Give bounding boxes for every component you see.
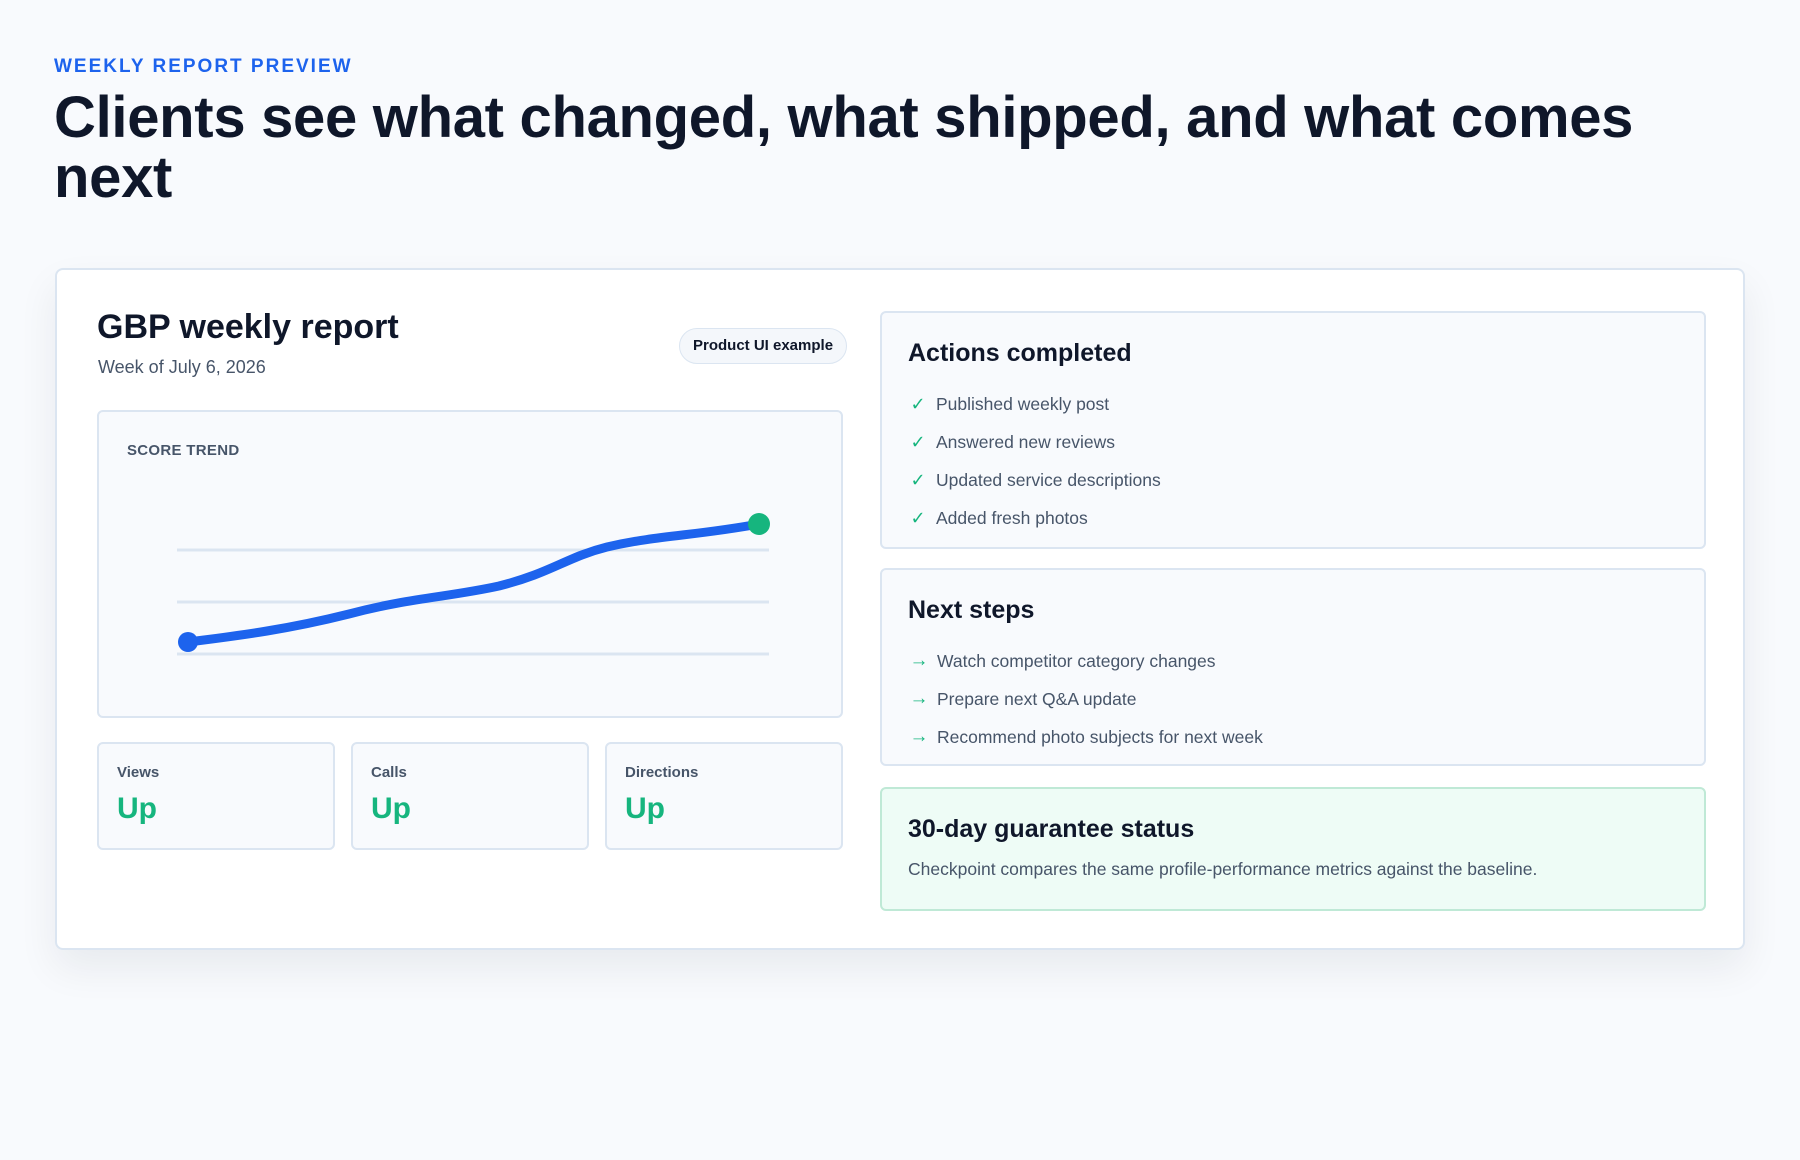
views-metric-card: Views Up xyxy=(97,742,335,850)
calls-metric-card: Calls Up xyxy=(351,742,589,850)
list-item: ✓ Added fresh photos xyxy=(908,499,1161,537)
hero-eyebrow: WEEKLY REPORT PREVIEW xyxy=(54,56,353,77)
trend-end-point xyxy=(748,513,770,535)
next-steps-box: Next steps → Watch competitor category c… xyxy=(880,568,1706,766)
next-step-label: Recommend photo subjects for next week xyxy=(937,726,1263,747)
next-step-label: Prepare next Q&A update xyxy=(937,688,1137,709)
guarantee-status-box: 30-day guarantee status Checkpoint compa… xyxy=(880,787,1706,911)
arrow-right-icon: → xyxy=(909,688,929,709)
next-steps-list: → Watch competitor category changes → Pr… xyxy=(908,642,1263,756)
check-icon: ✓ xyxy=(910,393,926,414)
check-icon: ✓ xyxy=(910,469,926,490)
directions-metric-card: Directions Up xyxy=(605,742,843,850)
list-item: ✓ Answered new reviews xyxy=(908,423,1161,461)
product-ui-badge: Product UI example xyxy=(679,328,848,364)
score-trend-panel: SCORE TREND xyxy=(97,410,843,718)
calls-metric-label: Calls xyxy=(371,764,407,781)
action-item-label: Added fresh photos xyxy=(936,507,1088,528)
actions-completed-list: ✓ Published weekly post ✓ Answered new r… xyxy=(908,385,1161,537)
arrow-right-icon: → xyxy=(909,726,929,747)
list-item: ✓ Published weekly post xyxy=(908,385,1161,423)
arrow-right-icon: → xyxy=(909,650,929,671)
next-steps-title: Next steps xyxy=(908,596,1035,624)
report-title: GBP weekly report xyxy=(97,308,399,346)
hero-title: Clients see what changed, what shipped, … xyxy=(54,85,1634,210)
check-icon: ✓ xyxy=(910,507,926,528)
actions-completed-title: Actions completed xyxy=(908,339,1132,367)
check-icon: ✓ xyxy=(910,431,926,452)
score-trend-label: SCORE TREND xyxy=(127,442,240,459)
list-item: → Watch competitor category changes xyxy=(908,642,1263,680)
actions-completed-box: Actions completed ✓ Published weekly pos… xyxy=(880,311,1706,549)
views-metric-value: Up xyxy=(117,792,157,825)
score-trend-chart xyxy=(177,513,770,656)
guarantee-description: Checkpoint compares the same profile-per… xyxy=(908,859,1538,879)
views-metric-label: Views xyxy=(117,764,160,781)
report-subtitle: Week of July 6, 2026 xyxy=(98,357,266,377)
weekly-report-card: GBP weekly report Week of July 6, 2026 P… xyxy=(55,268,1745,950)
list-item: → Recommend photo subjects for next week xyxy=(908,718,1263,756)
action-item-label: Published weekly post xyxy=(936,393,1110,414)
list-item: → Prepare next Q&A update xyxy=(908,680,1263,718)
score-trend-line xyxy=(183,519,764,647)
list-item: ✓ Updated service descriptions xyxy=(908,461,1161,499)
next-step-label: Watch competitor category changes xyxy=(937,650,1216,671)
calls-metric-value: Up xyxy=(371,792,411,825)
directions-metric-value: Up xyxy=(625,792,665,825)
guarantee-title: 30-day guarantee status xyxy=(908,815,1195,843)
trend-start-point xyxy=(178,632,198,652)
action-item-label: Updated service descriptions xyxy=(936,469,1161,490)
directions-metric-label: Directions xyxy=(625,764,699,781)
action-item-label: Answered new reviews xyxy=(936,431,1115,452)
